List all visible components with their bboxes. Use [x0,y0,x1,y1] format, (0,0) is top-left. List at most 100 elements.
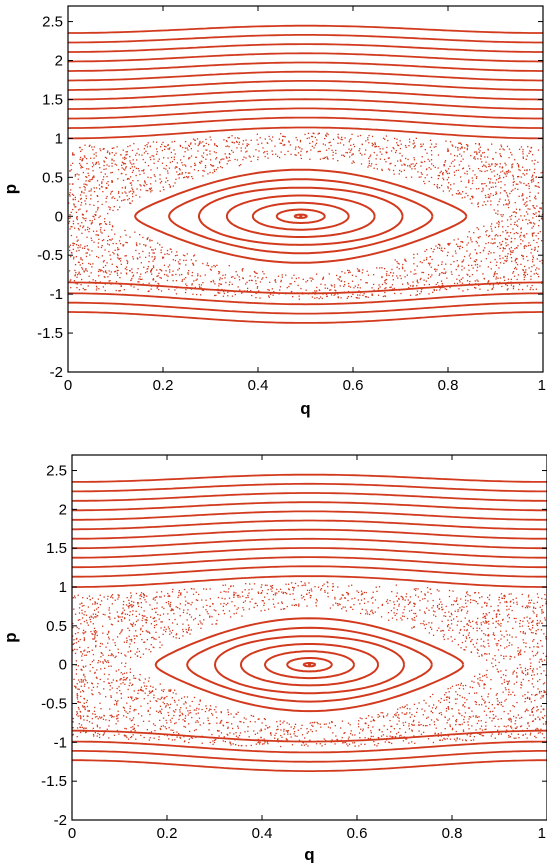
chaos-point [209,159,212,161]
chaos-point [167,711,169,714]
chaos-point [282,608,285,610]
chaos-point [85,197,87,200]
chaos-point [438,247,441,249]
chaos-point [133,143,135,145]
chaos-point [258,718,260,720]
chaos-point [413,159,416,161]
chaos-point [381,153,383,155]
chaos-point [515,737,517,739]
chaos-point [516,667,519,669]
chaos-point [292,593,294,595]
chaos-point [451,640,453,642]
chaos-point [121,167,123,169]
chaos-point [183,259,185,262]
chaos-point [167,592,169,595]
chaos-point [458,274,460,277]
chaos-point [379,715,381,717]
chaos-point [165,146,167,148]
chaos-point [527,625,529,627]
chaos-point [433,289,435,292]
chaos-point [72,248,74,250]
chaos-point [316,297,318,299]
chaos-point [421,708,423,710]
chaos-point [190,712,192,714]
chaos-point [87,180,90,182]
chaos-point [520,146,523,148]
chaos-point [481,734,483,737]
chaos-point [503,275,505,278]
chaos-point [531,711,533,713]
chaos-point [523,234,525,236]
chaos-point [500,622,502,625]
chaos-point [533,207,535,209]
chaos-point [124,268,126,270]
chaos-point [476,627,478,629]
chaos-point [298,605,300,607]
chaos-point [79,619,81,621]
chaos-point [504,594,506,596]
chaos-point [382,137,385,139]
chaos-point [183,609,185,611]
chaos-point [498,200,500,203]
chaos-point [540,658,543,660]
chaos-point [121,629,123,631]
chaos-point [212,714,214,716]
chaos-point [123,672,126,674]
chaos-point [534,168,536,170]
chaos-point [83,289,86,291]
chaos-point [184,176,186,178]
chaos-point [520,687,522,689]
chaos-point [174,711,176,713]
chaos-point [385,287,387,289]
chaos-point [199,700,201,702]
chaos-point [211,733,213,736]
chaos-point [162,256,164,258]
chaos-point [137,180,139,182]
chaos-point [110,714,113,716]
chaos-point [79,162,81,165]
chaos-point [433,248,435,251]
chaos-point [526,169,528,172]
chaos-point [150,731,153,733]
chaos-point [248,592,250,594]
chaos-point [224,153,226,155]
chaos-point [224,741,226,743]
chaos-point [128,602,130,604]
chaos-point [396,592,398,594]
chaos-point [432,599,434,602]
chaos-point [497,235,499,237]
chaos-point [71,226,73,228]
chaos-point [432,251,434,253]
chaos-point [542,694,545,697]
chaos-point [444,694,446,696]
chaos-point [440,280,443,282]
chaos-point [451,273,453,275]
chaos-point [242,143,244,145]
chaos-point [81,262,84,265]
chaos-point [156,151,158,153]
chaos-point [104,264,107,267]
chaos-point [491,720,493,722]
chaos-point [535,288,537,290]
chaos-point [416,285,418,287]
chaos-point [532,707,534,710]
chaos-point [100,185,103,188]
chaos-point [400,277,402,280]
chaos-point [533,264,535,266]
chaos-point [523,246,525,248]
chaos-point [404,606,406,608]
chaos-point [109,714,111,717]
chaos-point [423,259,425,261]
chaos-point [85,180,87,182]
chaos-point [135,738,137,740]
chaos-point [363,293,365,295]
chaos-point [301,744,303,746]
chaos-point [76,216,78,218]
chaos-point [387,157,389,159]
chaos-point [323,157,325,159]
chaos-point [490,186,492,188]
chaos-point [324,591,326,593]
chaos-point [255,292,257,295]
chaos-point [253,730,255,732]
